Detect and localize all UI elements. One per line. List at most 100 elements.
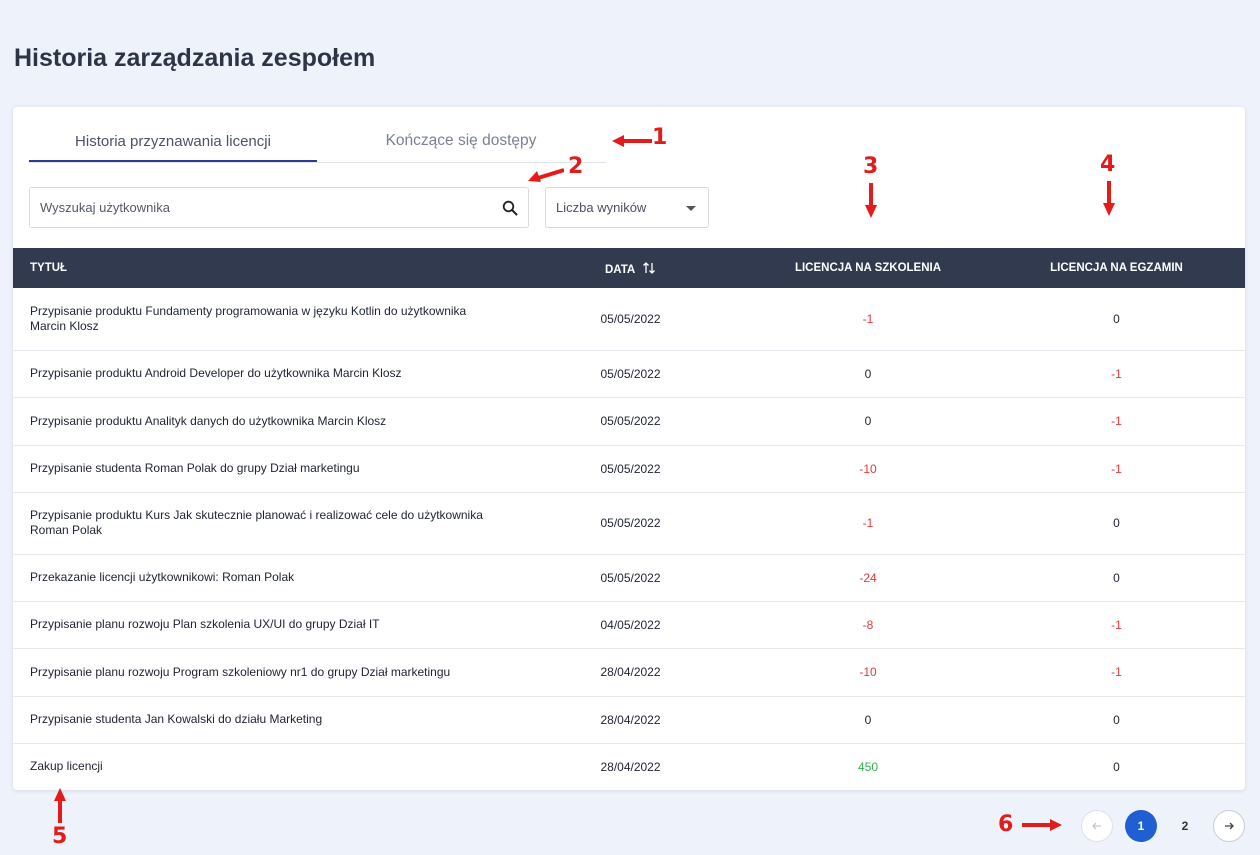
row-training-license-cell-text: 0	[864, 414, 872, 428]
row-exam-license-cell: -1	[988, 648, 1245, 697]
row-title-cell-text: Przypisanie planu rozwoju Plan szkolenia…	[30, 617, 380, 631]
row-title-cell-text: Przypisanie produktu Kurs Jak skutecznie…	[30, 508, 483, 537]
row-title-cell-text: Przypisanie produktu Fundamenty programo…	[30, 303, 467, 333]
annotation-label-5: 5	[52, 824, 68, 849]
row-date-cell: 05/05/2022	[513, 350, 748, 398]
row-date-cell-text: 04/05/2022	[600, 617, 661, 632]
tab-license-history[interactable]: Historia przyznawania licencji	[29, 127, 317, 162]
col-exam-header: LICENCJA NA EGZAMIN	[1050, 262, 1183, 274]
row-title-cell-text: Przypisanie studenta Jan Kowalski do dzi…	[30, 712, 323, 726]
row-date-cell: 05/05/2022	[513, 288, 748, 351]
row-exam-license-cell: 0	[988, 743, 1245, 790]
row-training-license-cell: -10	[748, 445, 988, 493]
table-header-row: TYTUŁ DATA LICENCJA NA SZKOLENIA LICENCJ…	[13, 248, 1245, 288]
row-training-license-cell: -8	[748, 601, 988, 649]
row-date-cell: 05/05/2022	[513, 397, 748, 446]
table-row: Przekazanie licencji użytkownikowi: Roma…	[13, 554, 1245, 602]
table-row: Przypisanie produktu Analityk danych do …	[13, 397, 1245, 446]
annotation-label-4: 4	[1100, 152, 1116, 177]
row-date-cell-text: 05/05/2022	[600, 414, 661, 428]
tab-expiring-access[interactable]: Kończące się dostępy	[385, 132, 537, 149]
row-title-cell: Przypisanie produktu Fundamenty programo…	[13, 288, 513, 351]
results-count-select[interactable]: Liczba wyników	[545, 187, 709, 228]
annotation-arrow-6	[1022, 819, 1062, 831]
row-exam-license-cell-text: -1	[1111, 461, 1122, 476]
row-date-cell-text: 05/05/2022	[600, 516, 661, 530]
row-training-license-cell: 0	[748, 350, 988, 398]
search-input[interactable]	[30, 188, 492, 227]
annotation-label-6: 6	[998, 812, 1014, 837]
row-exam-license-cell-text: 0	[1113, 712, 1120, 727]
caret-down-icon	[686, 206, 696, 211]
page-button-2[interactable]: 2	[1181, 819, 1189, 833]
row-title-cell: Przypisanie produktu Kurs Jak skutecznie…	[13, 492, 513, 555]
row-date-cell-text: 05/05/2022	[600, 366, 661, 381]
annotation-arrow-4	[1103, 181, 1115, 216]
row-training-license-cell: -24	[748, 554, 988, 602]
table-row: Przypisanie produktu Android Developer d…	[13, 350, 1245, 398]
row-exam-license-cell: -1	[988, 445, 1245, 493]
row-exam-license-cell-text: -1	[1111, 617, 1122, 632]
row-date-cell: 28/04/2022	[513, 696, 748, 744]
row-training-license-cell-text: 450	[857, 759, 879, 774]
tab-bar: Historia przyznawania licencji Kończące …	[29, 127, 606, 163]
col-date-label: DATA	[604, 263, 635, 276]
arrow-right-icon	[1225, 822, 1234, 830]
row-exam-license-cell-text: -1	[1111, 414, 1122, 428]
arrow-left-icon	[1092, 822, 1101, 830]
row-date-cell-text: 28/04/2022	[600, 712, 661, 727]
history-card: Historia przyznawania licencji Kończące …	[13, 107, 1245, 790]
row-exam-license-cell-text: 0	[1113, 570, 1120, 585]
row-training-license-cell-text: 0	[864, 366, 872, 381]
col-date-header[interactable]: DATA	[513, 248, 748, 288]
col-training-header: LICENCJA NA SZKOLENIA	[794, 262, 942, 274]
sort-icon[interactable]	[642, 261, 656, 275]
annotation-label-3: 3	[863, 154, 879, 179]
row-title-cell-text: Przypisanie studenta Roman Polak do grup…	[30, 461, 360, 475]
row-training-license-cell: 0	[748, 696, 988, 744]
row-exam-license-cell-text: -1	[1111, 366, 1122, 381]
row-training-license-cell: -1	[748, 288, 988, 351]
row-title-cell: Przypisanie produktu Analityk danych do …	[13, 397, 513, 446]
row-title-cell: Przypisanie studenta Roman Polak do grup…	[13, 445, 513, 493]
col-title-header: TYTUŁ	[30, 262, 68, 274]
row-date-cell-text: 28/04/2022	[600, 759, 661, 774]
row-date-cell-text: 05/05/2022	[600, 311, 661, 326]
row-date-cell-text: 05/05/2022	[600, 461, 661, 476]
row-date-cell: 28/04/2022	[513, 648, 748, 697]
annotation-arrow-5	[54, 788, 66, 823]
row-exam-license-cell: 0	[988, 696, 1245, 744]
table-row: Zakup licencji 28/04/2022 450 0	[13, 743, 1245, 790]
row-training-license-cell: 450	[748, 743, 988, 790]
row-title-cell-text: Przypisanie planu rozwoju Program szkole…	[30, 664, 451, 679]
row-exam-license-cell: -1	[988, 397, 1245, 446]
row-training-license-cell-text: -1	[862, 311, 874, 326]
row-exam-license-cell-text: 0	[1113, 311, 1120, 326]
annotation-label-1: 1	[652, 125, 668, 150]
table-row: Przypisanie produktu Fundamenty programo…	[13, 288, 1245, 351]
row-exam-license-cell: -1	[988, 350, 1245, 398]
history-table: TYTUŁ DATA LICENCJA NA SZKOLENIA LICENCJ…	[13, 248, 1245, 790]
pagination: 1 2	[1081, 810, 1245, 842]
page-button-1[interactable]: 1	[1125, 810, 1157, 842]
page-title: Historia zarządzania zespołem	[14, 44, 376, 72]
search-box	[29, 187, 529, 228]
annotation-arrow-2	[528, 168, 564, 182]
row-exam-license-cell: 0	[988, 288, 1245, 351]
row-title-cell-text: Zakup licencji	[30, 759, 103, 774]
search-icon[interactable]	[492, 200, 528, 216]
row-title-cell-text: Przekazanie licencji użytkownikowi: Roma…	[30, 570, 295, 584]
row-training-license-cell-text: -8	[862, 617, 874, 632]
row-date-cell: 04/05/2022	[513, 601, 748, 649]
next-page-button[interactable]	[1213, 810, 1245, 842]
row-training-license-cell: -10	[748, 648, 988, 697]
row-training-license-cell: 0	[748, 397, 988, 446]
row-title-cell-text: Przypisanie produktu Analityk danych do …	[30, 413, 387, 428]
prev-page-button[interactable]	[1081, 810, 1113, 842]
row-date-cell: 28/04/2022	[513, 743, 748, 790]
results-count-label: Liczba wyników	[556, 200, 647, 215]
annotation-arrow-3	[865, 183, 877, 218]
row-training-license-cell-text: -10	[859, 461, 877, 476]
table-row: Przypisanie planu rozwoju Plan szkolenia…	[13, 601, 1245, 649]
row-title-cell: Przypisanie planu rozwoju Program szkole…	[13, 648, 513, 697]
